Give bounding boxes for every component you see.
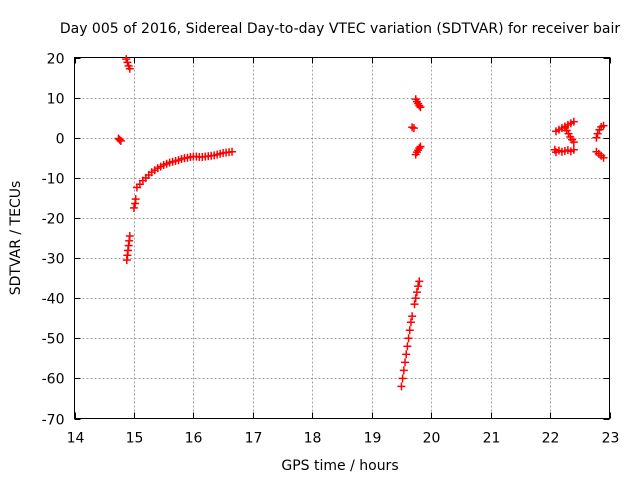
- x-tick-label: 20: [423, 431, 441, 447]
- data-point: [569, 138, 578, 147]
- data-point: [228, 147, 237, 156]
- data-point: [408, 312, 417, 321]
- data-point: [410, 300, 419, 309]
- data-point: [599, 121, 608, 130]
- data-point: [408, 123, 417, 132]
- data-point: [123, 58, 132, 67]
- x-tick-label: 14: [67, 431, 85, 447]
- data-point: [404, 334, 413, 343]
- x-tick-label: 15: [126, 431, 144, 447]
- data-point: [399, 366, 408, 375]
- y-tick-label: 20: [47, 52, 65, 68]
- data-point: [397, 382, 406, 391]
- y-tick-label: 10: [47, 92, 65, 108]
- data-point: [599, 153, 608, 162]
- data-point: [569, 117, 578, 126]
- data-point: [415, 144, 424, 153]
- data-point: [401, 358, 410, 367]
- data-point: [415, 101, 424, 110]
- x-tick-label: 19: [364, 431, 382, 447]
- grid-lines: [74, 57, 610, 419]
- data-point: [125, 231, 134, 240]
- data-point: [416, 142, 425, 151]
- axis-ticks: 14 15 16 17 18 19 20 21 22 23 -70 -60 -50 -40 -30 -20 -1…: [42, 52, 620, 447]
- data-point: [593, 129, 602, 138]
- y-tick-label: -40: [42, 292, 65, 308]
- y-tick-label: -10: [42, 172, 65, 188]
- data-point: [415, 277, 424, 286]
- x-tick-label: 23: [602, 431, 620, 447]
- x-tick-label: 22: [542, 431, 560, 447]
- data-point: [402, 350, 411, 359]
- data-point: [412, 288, 421, 297]
- x-tick-label: 16: [185, 431, 203, 447]
- y-tick-label: -50: [42, 332, 65, 348]
- x-tick-label: 21: [483, 431, 501, 447]
- data-point: [409, 124, 418, 133]
- data-point: [403, 342, 412, 351]
- data-point: [115, 135, 124, 144]
- y-tick-label: -20: [42, 212, 65, 228]
- y-tick-label: -70: [42, 413, 65, 429]
- data-point: [406, 318, 415, 327]
- x-tick-label: 18: [304, 431, 322, 447]
- data-point: [569, 145, 578, 154]
- data-point: [129, 203, 138, 212]
- y-tick-label: -60: [42, 372, 65, 388]
- data-point: [414, 282, 423, 291]
- data-point: [398, 374, 407, 383]
- x-tick-label: 17: [245, 431, 263, 447]
- plot-frame: [74, 57, 610, 419]
- data-point: [592, 133, 601, 142]
- data-point: [116, 136, 125, 145]
- x-axis-label: GPS time / hours: [281, 458, 398, 474]
- y-tick-label: 0: [56, 132, 65, 148]
- y-tick-label: -30: [42, 252, 65, 268]
- y-axis-label: SDTVAR / TECUs: [8, 181, 24, 296]
- data-point: [405, 326, 414, 335]
- data-points: [114, 55, 608, 391]
- data-point: [131, 195, 140, 204]
- data-point: [416, 103, 425, 112]
- chart-title: Day 005 of 2016, Sidereal Day-to-day VTE…: [60, 21, 621, 37]
- data-point: [125, 64, 134, 73]
- data-point: [411, 294, 420, 303]
